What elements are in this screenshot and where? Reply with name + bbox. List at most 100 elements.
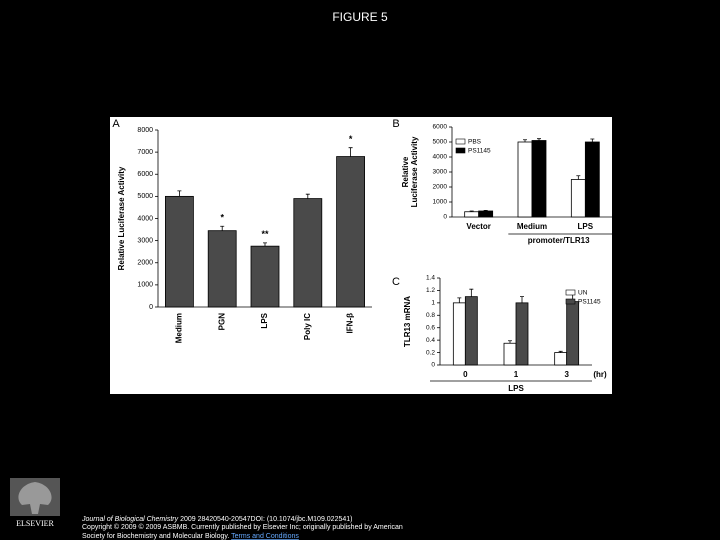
y-tick-label: 0 xyxy=(149,304,153,311)
bar xyxy=(503,342,517,366)
y-tick-label: 0.6 xyxy=(426,324,435,331)
x-tick-label: 0 xyxy=(463,370,468,379)
bar xyxy=(566,301,580,366)
error-bar xyxy=(508,340,512,344)
error-bar xyxy=(457,297,462,303)
y-tick-label: 0.4 xyxy=(426,337,435,344)
error-bar xyxy=(469,288,474,297)
x-axis-label: LPS xyxy=(508,384,524,393)
legend-swatch xyxy=(565,298,576,305)
bar xyxy=(515,302,529,366)
legend-swatch xyxy=(455,138,466,145)
bar xyxy=(531,140,547,218)
error-bar xyxy=(305,193,310,199)
y-tick-label: 5000 xyxy=(433,139,448,146)
bar xyxy=(554,352,568,366)
legend-label: PS1145 xyxy=(578,299,601,306)
reference: 2009 28420540-20547DOI: (10.1074/jbc.M10… xyxy=(180,516,352,523)
y-axis-label: Relative Luciferase Activity xyxy=(117,166,126,270)
significance: * xyxy=(220,213,224,223)
legend-label: PBS xyxy=(468,139,482,146)
bar xyxy=(293,198,323,308)
x-tick-label: LPS xyxy=(578,222,594,231)
error-bar xyxy=(483,210,488,211)
bar xyxy=(517,141,533,218)
error-bar xyxy=(177,190,182,197)
panel-letter: A xyxy=(112,118,120,130)
y-tick-label: 3000 xyxy=(137,237,153,244)
x-tick-label: IFN-β xyxy=(346,313,355,334)
significance: ** xyxy=(261,229,269,239)
y-axis-label: TLR13 mRNA xyxy=(403,296,412,347)
y-tick-label: 1 xyxy=(431,300,435,307)
y-tick-label: 1000 xyxy=(137,282,153,289)
logo-text: ELSEVIER xyxy=(16,519,54,528)
error-bar xyxy=(263,242,267,247)
bar xyxy=(464,296,478,366)
legend-label: UN xyxy=(578,290,588,297)
error-bar xyxy=(523,139,527,142)
figure-title: FIGURE 5 xyxy=(332,10,388,24)
y-axis-label: Luciferase Activity xyxy=(410,136,419,207)
x-tick-label: PGN xyxy=(217,313,226,331)
legend-swatch xyxy=(565,289,576,296)
bar xyxy=(207,230,237,308)
error-bar xyxy=(576,175,581,180)
x-tick-label: 1 xyxy=(514,370,519,379)
terms-link[interactable]: Terms and Conditions xyxy=(231,533,299,540)
y-tick-label: 4000 xyxy=(137,215,153,222)
significance: * xyxy=(349,134,353,144)
y-tick-label: 0 xyxy=(443,214,447,221)
bar xyxy=(584,141,600,218)
copyright-line: Society for Biochemistry and Molecular B… xyxy=(82,533,229,540)
bar xyxy=(336,156,366,308)
x-tick-label: Medium xyxy=(517,222,547,231)
group-label: promoter/TLR13 xyxy=(528,236,590,245)
y-tick-label: 3000 xyxy=(433,169,448,176)
x-unit: (hr) xyxy=(593,370,607,379)
panel-letter: B xyxy=(392,118,399,130)
bar xyxy=(478,210,494,218)
bar xyxy=(164,195,194,308)
bar xyxy=(570,179,586,218)
y-tick-label: 4000 xyxy=(433,154,448,161)
copyright: Society for Biochemistry and Molecular B… xyxy=(82,533,299,540)
bar xyxy=(250,245,280,308)
error-bar xyxy=(537,138,541,141)
x-tick-label: Poly IC xyxy=(303,313,312,340)
error-bar xyxy=(220,225,225,231)
x-tick-label: Medium xyxy=(175,313,184,343)
x-tick-label: Vector xyxy=(466,222,490,231)
panel-letter: C xyxy=(392,276,400,288)
x-tick-label: 3 xyxy=(564,370,569,379)
y-tick-label: 1.2 xyxy=(426,287,435,294)
copyright: Copyright © 2009 © 2009 ASBMB. Currently… xyxy=(82,523,403,531)
citation: Journal of Biological Chemistry 2009 284… xyxy=(81,516,352,523)
legend-label: PS1145 xyxy=(468,148,491,155)
journal: Journal of Biological Chemistry xyxy=(81,516,179,523)
y-tick-label: 5000 xyxy=(137,193,153,200)
logo xyxy=(10,478,60,516)
error-bar xyxy=(348,147,353,157)
error-bar xyxy=(558,350,563,353)
y-tick-label: 1.4 xyxy=(426,275,435,282)
legend-swatch xyxy=(455,147,466,154)
y-tick-label: 0.8 xyxy=(426,312,435,319)
error-bar xyxy=(590,138,595,142)
y-tick-label: 0 xyxy=(431,362,435,369)
error-bar xyxy=(469,210,474,212)
y-tick-label: 7000 xyxy=(137,149,153,156)
bar xyxy=(464,211,480,218)
y-tick-label: 1000 xyxy=(433,199,448,206)
y-tick-label: 6000 xyxy=(137,171,153,178)
x-tick-label: LPS xyxy=(260,312,269,328)
y-axis-label: Relative xyxy=(401,156,410,187)
y-tick-label: 6000 xyxy=(433,124,448,131)
y-tick-label: 2000 xyxy=(433,184,448,191)
bar xyxy=(452,302,466,366)
y-tick-label: 0.2 xyxy=(426,349,435,356)
y-tick-label: 8000 xyxy=(137,127,153,134)
error-bar xyxy=(520,296,524,303)
y-tick-label: 2000 xyxy=(137,260,153,267)
